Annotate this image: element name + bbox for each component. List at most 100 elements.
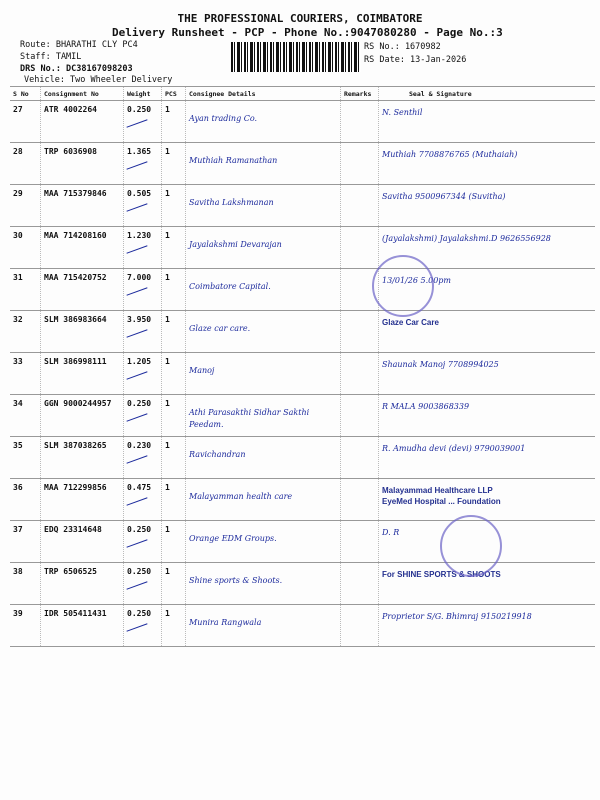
- row-consignment-no: TRP 6506525: [40, 563, 123, 604]
- row-weight: 0.250: [123, 605, 161, 646]
- weight-value: 7.000: [127, 273, 152, 282]
- row-remarks: [340, 101, 378, 142]
- weight-value: 1.205: [127, 357, 152, 366]
- table-row: 36 MAA 712299856 0.475 1 Malayamman heal…: [10, 479, 595, 521]
- row-signature: R MALA 9003868339: [378, 395, 595, 436]
- row-remarks: [340, 353, 378, 394]
- row-pcs: 1: [161, 605, 185, 646]
- row-sno: 38: [13, 567, 23, 576]
- row-pcs: 1: [161, 479, 185, 520]
- row-weight: 7.000: [123, 269, 161, 310]
- table-row: 34 GGN 9000244957 0.250 1 Athi Parasakth…: [10, 395, 595, 437]
- table-header: S No Consignment No Weight PCS Consignee…: [10, 86, 595, 101]
- row-weight: 0.505: [123, 185, 161, 226]
- row-pcs: 1: [161, 437, 185, 478]
- row-remarks: [340, 269, 378, 310]
- table-row: 29 MAA 715379846 0.505 1 Savitha Lakshma…: [10, 185, 595, 227]
- weight-value: 3.950: [127, 315, 152, 324]
- vehicle: Vehicle: Two Wheeler Delivery: [24, 75, 173, 85]
- weight-value: 0.250: [127, 525, 152, 534]
- row-consignee: Manoj: [185, 353, 340, 394]
- weight-value: 1.365: [127, 147, 152, 156]
- row-remarks: [340, 563, 378, 604]
- row-weight: 3.950: [123, 311, 161, 352]
- row-sno: 34: [13, 399, 23, 408]
- row-pcs: 1: [161, 563, 185, 604]
- row-consignee: Athi Parasakthi Sidhar Sakthi Peedam.: [185, 395, 340, 436]
- row-signature: R. Amudha devi (devi) 9790039001: [378, 437, 595, 478]
- weight-value: 0.250: [127, 567, 152, 576]
- staff: Staff: TAMIL: [20, 52, 82, 62]
- row-remarks: [340, 479, 378, 520]
- tick-mark-icon: [126, 455, 148, 464]
- courier-seal-stamp: [372, 255, 434, 317]
- row-sno: 36: [13, 483, 23, 492]
- drs-number: DRS No.: DC38167098203: [20, 64, 133, 74]
- tick-mark-icon: [126, 161, 148, 170]
- row-weight: 0.475: [123, 479, 161, 520]
- row-signature: Proprietor S/G. Bhimraj 9150219918: [378, 605, 595, 646]
- row-weight: 0.250: [123, 521, 161, 562]
- row-weight: 0.250: [123, 395, 161, 436]
- rs-number: RS No.: 1670982: [364, 42, 441, 52]
- weight-value: 0.505: [127, 189, 152, 198]
- weight-value: 0.475: [127, 483, 152, 492]
- row-consignment-no: SLM 387038265: [40, 437, 123, 478]
- row-pcs: 1: [161, 269, 185, 310]
- row-sno: 39: [13, 609, 23, 618]
- row-sno: 33: [13, 357, 23, 366]
- row-remarks: [340, 605, 378, 646]
- col-remarks: Remarks: [340, 87, 378, 100]
- row-pcs: 1: [161, 353, 185, 394]
- tick-mark-icon: [126, 413, 148, 422]
- row-weight: 1.365: [123, 143, 161, 184]
- row-sno: 30: [13, 231, 23, 240]
- tick-mark-icon: [126, 119, 148, 128]
- weight-value: 0.250: [127, 609, 152, 618]
- row-pcs: 1: [161, 185, 185, 226]
- weight-value: 1.230: [127, 231, 152, 240]
- row-signature: N. Senthil: [378, 101, 595, 142]
- row-remarks: [340, 227, 378, 268]
- row-weight: 0.250: [123, 101, 161, 142]
- weight-value: 0.250: [127, 105, 152, 114]
- row-sno: 37: [13, 525, 23, 534]
- row-remarks: [340, 185, 378, 226]
- row-weight: 1.205: [123, 353, 161, 394]
- table-row: 39 IDR 505411431 0.250 1 Munira Rangwala…: [10, 605, 595, 647]
- table-row: 33 SLM 386998111 1.205 1 Manoj Shaunak M…: [10, 353, 595, 395]
- row-weight: 0.230: [123, 437, 161, 478]
- row-sno: 31: [13, 273, 23, 282]
- row-consignment-no: MAA 715379846: [40, 185, 123, 226]
- col-seal: Seal & Signature: [378, 87, 595, 100]
- row-consignee: Ayan trading Co.: [185, 101, 340, 142]
- barcode: [231, 42, 361, 72]
- row-pcs: 1: [161, 395, 185, 436]
- col-weight: Weight: [123, 87, 161, 100]
- row-signature: Malayammad Healthcare LLP EyeMed Hospita…: [378, 479, 595, 520]
- row-pcs: 1: [161, 143, 185, 184]
- row-pcs: 1: [161, 101, 185, 142]
- row-signature: (Jayalakshmi) Jayalakshmi.D 9626556928: [378, 227, 595, 268]
- row-consignment-no: IDR 505411431: [40, 605, 123, 646]
- row-signature: Glaze Car Care: [378, 311, 595, 352]
- col-consignment: Consignment No: [40, 87, 123, 100]
- tick-mark-icon: [126, 245, 148, 254]
- row-consignee: Malayamman health care: [185, 479, 340, 520]
- row-sno: 35: [13, 441, 23, 450]
- table-row: 38 TRP 6506525 0.250 1 Shine sports & Sh…: [10, 563, 595, 605]
- row-consignment-no: MAA 714208160: [40, 227, 123, 268]
- row-signature: Muthiah 7708876765 (Muthaiah): [378, 143, 595, 184]
- company-title: THE PROFESSIONAL COURIERS, COIMBATORE: [177, 12, 423, 25]
- col-sno: S No: [13, 90, 29, 98]
- row-pcs: 1: [161, 227, 185, 268]
- route: Route: BHARATHI CLY PC4: [20, 40, 138, 50]
- row-sno: 32: [13, 315, 23, 324]
- rs-date: RS Date: 13-Jan-2026: [364, 55, 467, 65]
- table-row: 28 TRP 6036908 1.365 1 Muthiah Ramanatha…: [10, 143, 595, 185]
- row-remarks: [340, 437, 378, 478]
- row-consignee: Coimbatore Capital.: [185, 269, 340, 310]
- row-remarks: [340, 311, 378, 352]
- row-signature: Shaunak Manoj 7708994025: [378, 353, 595, 394]
